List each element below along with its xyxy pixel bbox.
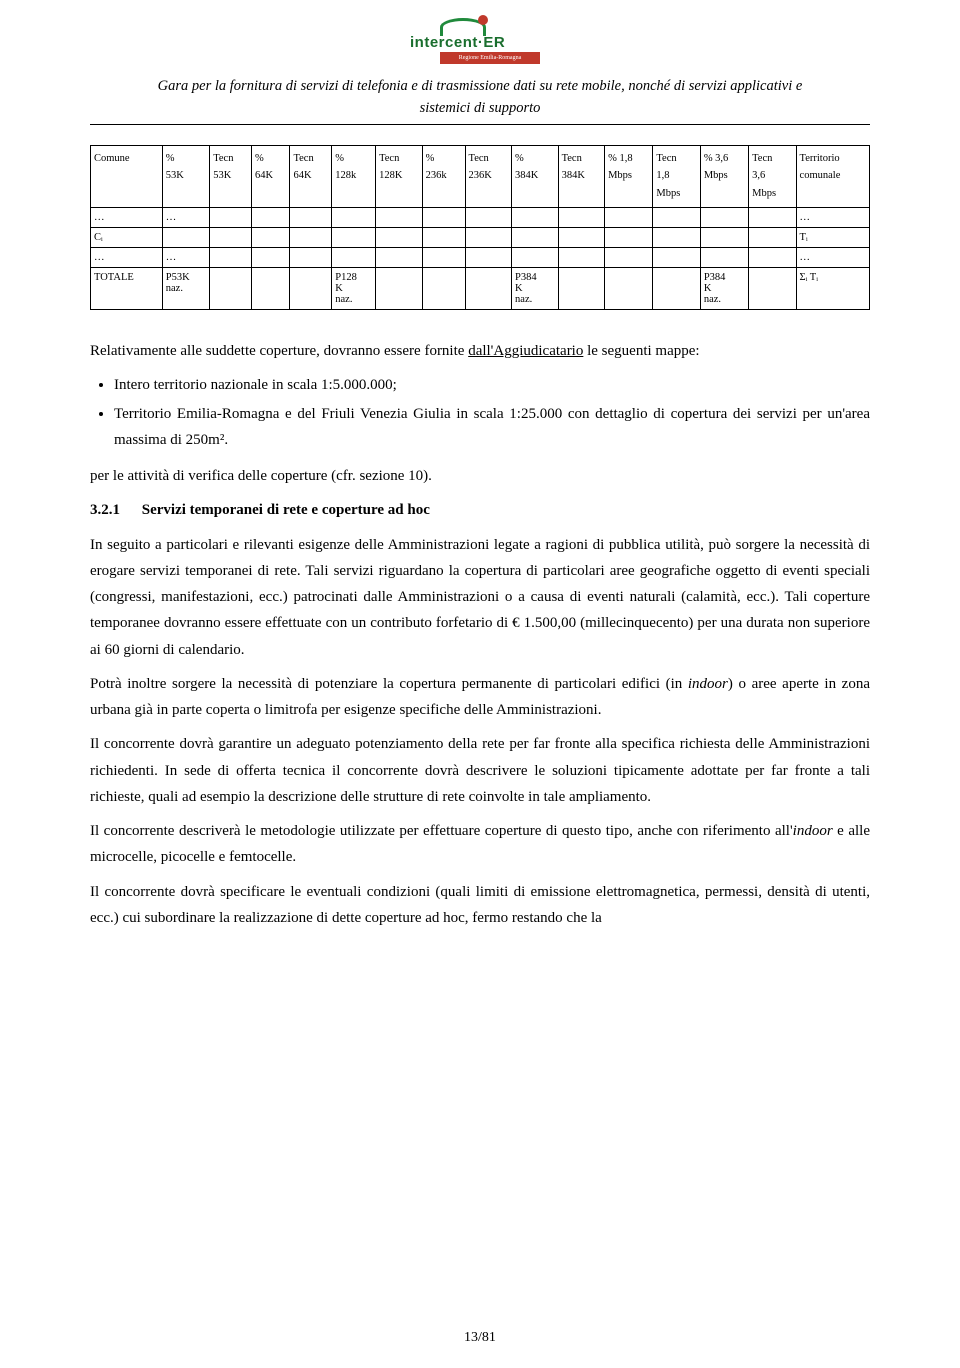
paragraph: Il concorrente descriverà le metodologie… (90, 818, 870, 871)
header-rule (90, 124, 870, 125)
section-number: 3.2.1 (90, 497, 138, 523)
section-heading: 3.2.1 Servizi temporanei di rete e coper… (90, 497, 870, 523)
list-item: Intero territorio nazionale in scala 1:5… (114, 372, 870, 398)
paragraph: Il concorrente dovrà specificare le even… (90, 879, 870, 932)
logo-subtext: Regione Emilia-Romagna (440, 52, 540, 64)
header-line-2: sistemici di supporto (420, 100, 541, 116)
table-row: Cᵢ Tᵢ (91, 228, 870, 248)
table-header-row: Comune %53K Tecn53K %64K Tecn64K %128k T… (91, 145, 870, 208)
bullet-list: Intero territorio nazionale in scala 1:5… (114, 372, 870, 453)
body-content: Relativamente alle suddette coperture, d… (90, 338, 870, 931)
table-row-totale: TOTALE P53Knaz. P128Knaz. P384Knaz. P384… (91, 268, 870, 310)
table-row: … … … (91, 248, 870, 268)
logo-text: intercent·ER (410, 34, 505, 51)
logo: intercent·ER Regione Emilia-Romagna (90, 18, 870, 70)
coverage-table: Comune %53K Tecn53K %64K Tecn64K %128k T… (90, 145, 870, 311)
section-title: Servizi temporanei di rete e coperture a… (142, 502, 430, 518)
page-number: 13/81 (464, 1330, 496, 1345)
paragraph: per le attività di verifica delle copert… (90, 463, 870, 489)
th-comune: Comune (91, 145, 163, 208)
list-item: Territorio Emilia-Romagna e del Friuli V… (114, 401, 870, 454)
paragraph: Relativamente alle suddette coperture, d… (90, 338, 870, 364)
paragraph: In seguito a particolari e rilevanti esi… (90, 532, 870, 663)
page-footer: 13/81 (0, 1330, 960, 1346)
header-title: Gara per la fornitura di servizi di tele… (90, 76, 870, 120)
paragraph: Il concorrente dovrà garantire un adegua… (90, 731, 870, 810)
header-line-1: Gara per la fornitura di servizi di tele… (158, 78, 803, 94)
table-row: … … … (91, 208, 870, 228)
paragraph: Potrà inoltre sorgere la necessità di po… (90, 671, 870, 724)
